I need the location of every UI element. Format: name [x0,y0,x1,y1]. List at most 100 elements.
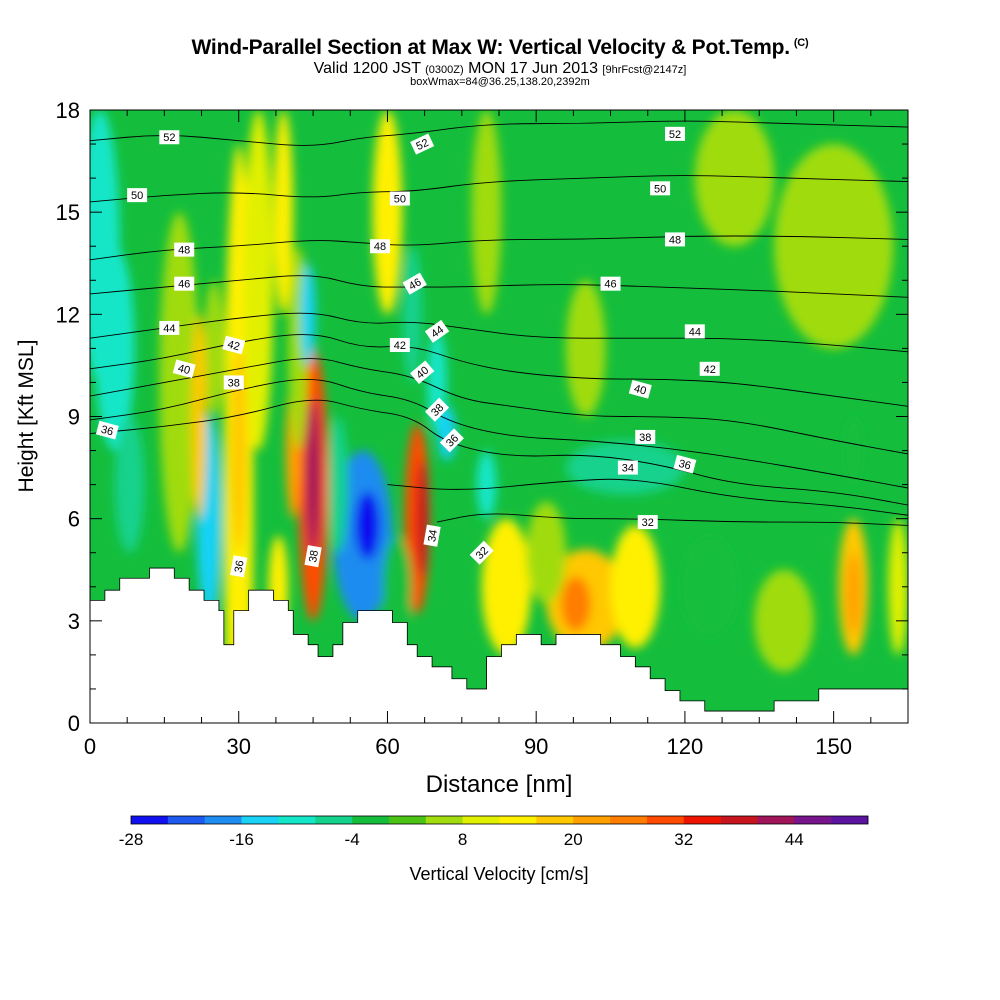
colorbar-swatch [462,816,500,824]
colorbar-tick-label: 32 [674,830,693,849]
velocity-cell-1 [94,246,135,451]
contour-label-text: 38 [639,432,651,444]
contour-label-0: 52 [159,130,180,145]
contour-label-16: 42 [389,337,410,352]
contour-label-text: 38 [228,377,240,389]
contour-label-9: 36 [230,555,248,578]
contour-label-text: 40 [633,383,648,398]
terrain [90,567,908,723]
contour-label-23: 50 [650,181,671,196]
colorbar: -28 -16 -4 8 20 32 44 [119,815,869,849]
colorbar-tick-label: 20 [564,830,583,849]
theta-contour-50 [90,175,908,203]
y-tick-label: 12 [56,302,80,327]
x-axis: 0 30 60 90 120 150 [84,110,909,759]
colorbar-tick-label: -4 [345,830,360,849]
contour-label-22: 52 [664,126,685,141]
contour-label-text: 50 [394,194,406,206]
colorbar-tick-label: 44 [785,830,804,849]
contour-label-13: 48 [370,239,391,254]
contour-label-11: 52 [410,133,435,155]
velocity-cell-41 [191,314,207,519]
chart-title: Wind-Parallel Section at Max W: Vertical… [0,36,1000,60]
x-tick-label: 150 [815,734,852,759]
velocity-cell-33 [754,569,814,672]
velocity-cell-16 [300,263,316,366]
contour-label-text: 52 [414,137,430,153]
theta-contour-44 [90,312,908,353]
contour-label-7: 38 [223,375,244,390]
theta-contour-38 [90,379,908,489]
theta-contour-32 [436,513,908,526]
velocity-cell-20 [402,246,423,383]
theta-contour-46 [90,275,908,298]
velocity-cell-18 [416,460,429,577]
velocity-cell-5 [230,348,247,553]
contour-label-text: 32 [642,517,654,529]
theta-contour-42 [90,334,908,407]
contour-label-30: 34 [617,460,638,475]
theta-contour-36 [90,399,908,506]
contour-label-text: 40 [176,362,191,377]
contour-label-6: 40 [172,359,196,379]
colorbar-swatch [610,816,648,824]
colorbar-swatch [646,816,685,824]
velocity-cell-36 [843,416,864,485]
colorbar-tick-label: 8 [458,830,467,849]
x-tick-label: 90 [524,734,548,759]
contour-label-text: 46 [178,279,190,291]
box-info: boxWmax=84@36.25,138.20,2392m [410,76,590,88]
contour-label-14: 46 [402,272,427,295]
contour-label-24: 48 [664,232,685,247]
contour-label-text: 44 [429,324,446,341]
velocity-cell-2 [114,416,145,553]
contour-label-26: 44 [684,324,705,339]
contour-label-10: 38 [304,545,322,568]
contour-label-31: 36 [673,454,697,474]
velocity-cell-27 [610,525,661,649]
colorbar-swatch [757,816,795,824]
velocity-cell-14 [273,110,294,315]
y-tick-label: 3 [68,609,80,634]
contour-label-text: 36 [677,458,692,473]
velocity-cell-19 [372,110,403,315]
y-tick-label: 6 [68,507,80,532]
contour-label-27: 42 [699,361,720,376]
colorbar-swatch [167,816,205,824]
velocity-cell-7 [243,110,274,451]
contour-label-4: 44 [159,320,180,335]
valid-utc: (0300Z) [425,64,464,76]
title-main: Wind-Parallel Section at Max W: Vertical… [191,36,791,59]
colorbar-swatch [794,816,832,824]
contour-label-text: 46 [604,279,616,291]
contour-label-28: 40 [628,379,652,399]
contour-label-text: 44 [163,323,175,335]
contour-label-text: 50 [654,183,666,195]
contour-label-15: 44 [424,319,450,343]
contour-label-text: 48 [374,241,386,253]
velocity-cell-31 [565,280,606,417]
x-tick-label: 120 [667,734,704,759]
velocity-cell-3 [159,212,200,553]
velocity-cell-23 [476,450,497,519]
contour-label-text: 42 [704,364,716,376]
plot-area: 52 50 48 46 44 42 40 38 36 36 38 52 50 48 46 44 42 40 38 36… [90,110,908,723]
contour-label-29: 38 [635,429,656,444]
y-tick-label: 9 [68,405,80,430]
colorbar-swatch [315,816,353,824]
colorbar-tick-label: -28 [119,830,144,849]
contour-label-text: 46 [407,276,424,293]
colorbar-swatch [241,816,279,824]
theta-contour-40 [90,358,908,455]
contour-labels: 52 50 48 46 44 42 40 38 36 36 38 52 50 48 46 44 42 40 38 36… [95,126,720,578]
contour-label-text: 50 [131,190,143,202]
contour-label-25: 46 [600,276,621,291]
y-tick-label: 15 [56,200,80,225]
contour-label-text: 38 [307,549,321,563]
colorbar-swatch [720,816,758,824]
velocity-cell-35 [846,552,861,635]
colorbar-swatch [425,816,463,824]
y-tick-label: 18 [56,98,80,123]
y-tick-label: 0 [68,711,80,736]
